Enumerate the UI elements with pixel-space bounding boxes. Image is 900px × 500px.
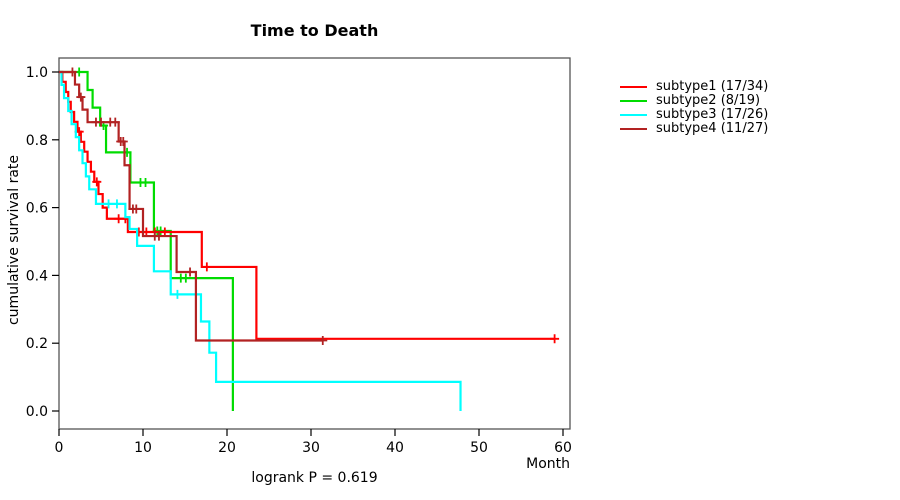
x-tick-label: 60 [554,440,572,456]
legend-label-subtype2: subtype2 (8/19) [656,93,761,108]
x-tick-label: 0 [55,440,64,456]
y-tick-label: 0.4 [26,268,48,284]
legend-label-subtype1: subtype1 (17/34) [656,79,769,94]
censor-marks-subtype3 [104,199,182,299]
x-tick-label: 20 [218,440,236,456]
legend-item-subtype3: subtype3 (17/26) [620,108,768,122]
survival-curve-subtype2 [59,70,234,411]
y-tick-label: 1.0 [26,65,48,81]
legend-line-subtype4 [620,128,647,130]
x-tick-label: 40 [386,440,404,456]
legend: subtype1 (17/34) subtype2 (8/19) subtype… [620,80,768,136]
legend-line-subtype3 [620,114,647,116]
plot-title: Time to Death [250,21,379,40]
survival-curve-subtype3 [59,70,462,411]
x-tick-label: 50 [470,440,488,456]
x-tick-label: 10 [134,440,152,456]
y-tick-label: 0.2 [26,336,48,352]
logrank-pvalue-text: logrank P = 0.619 [251,470,378,486]
y-axis-label: cumulative survival rate [6,154,22,326]
legend-line-subtype1 [620,86,647,88]
legend-line-subtype2 [620,100,647,102]
y-tick-label: 0.6 [26,201,48,217]
y-tick-label: 0.0 [26,404,48,420]
plot-area-border [58,57,571,430]
censor-marks-subtype4 [67,67,328,345]
x-tick-label: 30 [302,440,320,456]
legend-label-subtype3: subtype3 (17/26) [656,107,769,122]
legend-item-subtype1: subtype1 (17/34) [620,80,768,94]
legend-label-subtype4: subtype4 (11/27) [656,121,769,136]
legend-item-subtype2: subtype2 (8/19) [620,94,768,108]
x-axis-label: Month [526,456,570,472]
y-tick-label: 0.8 [26,133,48,149]
legend-item-subtype4: subtype4 (11/27) [620,122,768,136]
survival-curve-subtype4 [59,70,323,342]
